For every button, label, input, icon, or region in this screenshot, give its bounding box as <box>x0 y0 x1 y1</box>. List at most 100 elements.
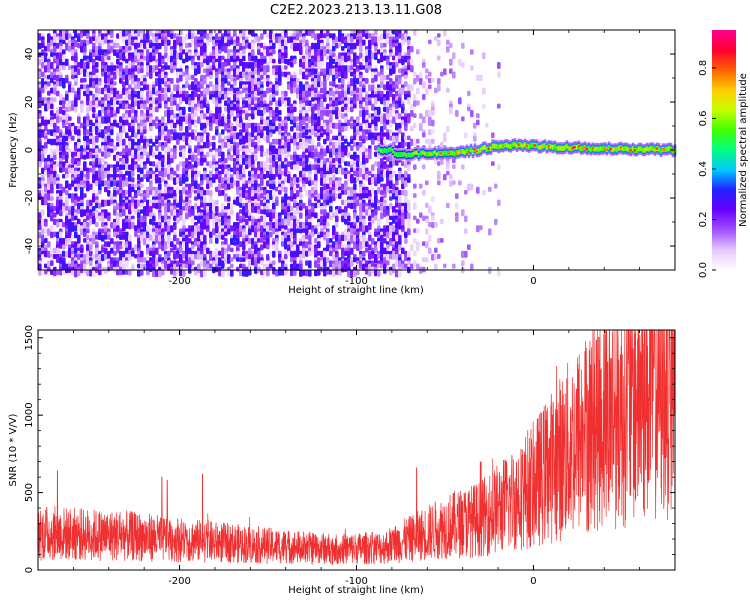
spectrogram-cell <box>305 270 309 277</box>
spectrogram-cell <box>248 260 252 267</box>
spectrogram-cell <box>107 234 111 240</box>
spectrogram-cell <box>119 138 123 146</box>
spectrogram-cell <box>314 202 318 209</box>
spectrogram-cell <box>350 222 354 229</box>
spectrogram-cell <box>179 151 183 157</box>
spectrogram-cell <box>125 231 129 239</box>
spectrogram-cell <box>260 260 264 266</box>
spectrogram-cell <box>116 190 120 195</box>
spectrogram-cell <box>386 231 390 239</box>
spectrogram-cell <box>311 145 315 152</box>
spectrogram-cell <box>260 42 264 48</box>
spectrogram-cell <box>161 215 165 223</box>
spectrogram-cell <box>227 90 231 96</box>
spectrogram-cell <box>128 46 132 51</box>
spectrogram-cell <box>254 36 258 43</box>
spectrogram-cell <box>83 209 87 216</box>
spectrogram-cell <box>152 190 156 197</box>
spectrogram-cell <box>221 270 225 278</box>
spectrogram-cell <box>296 263 300 271</box>
spectrogram-cell <box>164 206 168 213</box>
spectrogram-cell <box>248 97 252 105</box>
spectrogram-cell <box>116 135 120 142</box>
spectrogram-cell <box>293 138 297 147</box>
spectrogram-cell <box>290 270 294 277</box>
spectrogram-cell <box>215 119 219 125</box>
spectrogram-cell <box>260 215 264 222</box>
spectrogram-cell <box>185 42 189 49</box>
spectrogram-cell <box>239 52 243 58</box>
spectrogram-cell <box>158 103 162 109</box>
spectrogram-cell <box>134 148 138 156</box>
spectrogram-cell <box>278 36 282 44</box>
spectrogram-cell <box>203 270 207 278</box>
spectrogram-cell <box>113 174 117 181</box>
spectrogram-cell <box>101 116 105 124</box>
spectrogram-cell <box>38 212 42 219</box>
spectrogram-cell <box>119 254 123 261</box>
spectrogram-cell <box>209 74 213 80</box>
spectrogram-cell <box>116 58 120 65</box>
spectrogram-cell <box>356 161 360 168</box>
spectrogram-cell <box>203 244 207 251</box>
spectrogram-cell <box>308 250 312 257</box>
spectrogram-cell <box>113 209 117 216</box>
spectrogram-cell <box>59 81 63 87</box>
spectrogram-cell <box>80 228 84 236</box>
spectrogram-cell <box>137 228 141 234</box>
spectrogram-cell <box>344 183 348 191</box>
spectrogram-cell <box>281 71 285 77</box>
spectrogram-cell <box>359 254 363 260</box>
spectrogram-cell <box>215 78 219 85</box>
spectrogram-cell <box>113 231 117 238</box>
spectrogram-cell <box>239 263 243 269</box>
spectrogram-cell <box>338 78 342 83</box>
spectrogram-cell <box>296 132 300 140</box>
spectrogram-cell <box>146 177 150 182</box>
spectrogram-cell <box>68 116 72 121</box>
spectrogram-cell <box>209 94 213 100</box>
spectrogram-cell <box>302 138 306 146</box>
spectrogram-cell <box>236 215 240 222</box>
spectrogram-cell <box>290 103 294 111</box>
spectrogram-cell <box>242 126 246 133</box>
spectrogram-cell <box>164 126 168 132</box>
spectrogram-cell <box>131 78 135 85</box>
spectrogram-cell <box>83 183 87 189</box>
spectrogram-cell <box>386 100 390 108</box>
spectrogram-cell <box>332 46 336 52</box>
spectrogram-cell <box>371 78 375 84</box>
spectrogram-cell <box>167 87 171 93</box>
spectrogram-cell <box>341 158 345 164</box>
spectrogram-cell <box>218 119 222 127</box>
spectrogram-cell <box>353 62 357 67</box>
spectrogram-cell <box>131 186 135 192</box>
spectrogram-cell <box>59 167 63 173</box>
spectrogram-cell <box>119 151 123 157</box>
spectrogram-cell <box>281 186 285 192</box>
spectrogram-cell <box>110 222 114 229</box>
spectrogram-cell <box>152 215 156 222</box>
spectrogram-cell <box>101 39 105 46</box>
spectrogram-cell <box>323 250 327 258</box>
spectrogram-cell <box>74 100 78 108</box>
spectrogram-cell <box>263 222 267 228</box>
spectrogram-cell <box>113 154 117 161</box>
spectrogram-cell <box>206 58 210 66</box>
spectrogram-cell <box>362 87 366 93</box>
spectrogram-cell <box>305 158 309 165</box>
spectrogram-cell <box>56 199 60 207</box>
spectrogram-cell <box>362 234 366 242</box>
spectrogram-cell <box>239 231 243 237</box>
spectrogram-cell <box>176 254 180 259</box>
spectrogram-cell <box>173 122 177 129</box>
spectrogram-cell <box>293 209 297 217</box>
spectrogram-cell <box>293 58 297 65</box>
spectrogram-cell <box>215 254 219 261</box>
spectrogram-cell <box>113 260 117 268</box>
spectrogram-cell <box>284 58 288 65</box>
spectrogram-cell <box>305 100 309 106</box>
spectrogram-cell <box>314 132 318 138</box>
spectrogram-cell <box>185 126 189 134</box>
spectrogram-cell <box>104 212 108 219</box>
